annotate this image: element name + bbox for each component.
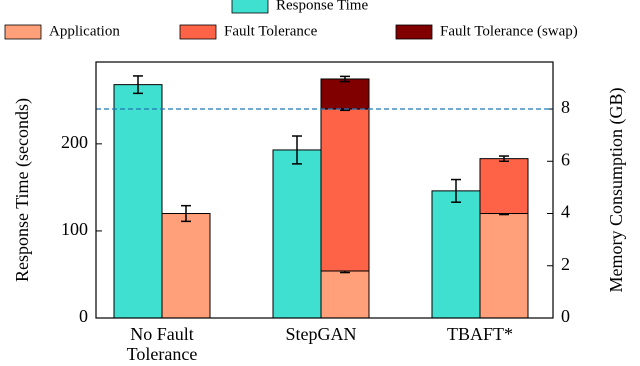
legend-label: Application [49, 23, 120, 39]
bar [320, 78, 370, 110]
legend-label: Response Time [276, 0, 368, 13]
legend-swatch [179, 24, 217, 40]
error-bar [181, 204, 191, 223]
y2-tick-label: 2 [561, 254, 570, 274]
legend-swatch [395, 24, 433, 40]
plot-frame [95, 61, 554, 319]
bar [320, 108, 370, 272]
x-tick-label: StepGAN [285, 324, 357, 344]
error-bar [340, 75, 350, 83]
legend-label: Fault Tolerance [224, 23, 318, 39]
bar [479, 213, 529, 319]
y-tick-label: 100 [61, 219, 88, 239]
y2-tick-label: 6 [561, 149, 570, 169]
error-bar [133, 75, 143, 95]
x-tick-label: TBAFT* [446, 324, 513, 344]
error-bar [499, 155, 509, 163]
error-bar [292, 135, 302, 165]
y-axis-label: Response Time (seconds) [12, 98, 33, 282]
bar [479, 158, 529, 215]
error-bar [451, 178, 461, 203]
legend-swatch [4, 24, 42, 40]
bar [431, 190, 481, 319]
y-tick-label: 200 [61, 132, 88, 152]
y2-tick-label: 8 [561, 97, 570, 117]
y-tick-label: 0 [79, 306, 88, 326]
bar [320, 270, 370, 319]
bar [272, 149, 322, 319]
legend-label: Fault Tolerance (swap) [440, 23, 578, 39]
bar [161, 213, 211, 319]
y2-tick-label: 4 [561, 202, 570, 222]
y2-axis-label: Memory Consumption (GB) [606, 87, 627, 292]
x-tick-label: No Fault Tolerance [126, 324, 198, 364]
bar [113, 84, 163, 319]
y2-tick-label: 0 [561, 306, 570, 326]
legend-swatch [231, 0, 269, 14]
